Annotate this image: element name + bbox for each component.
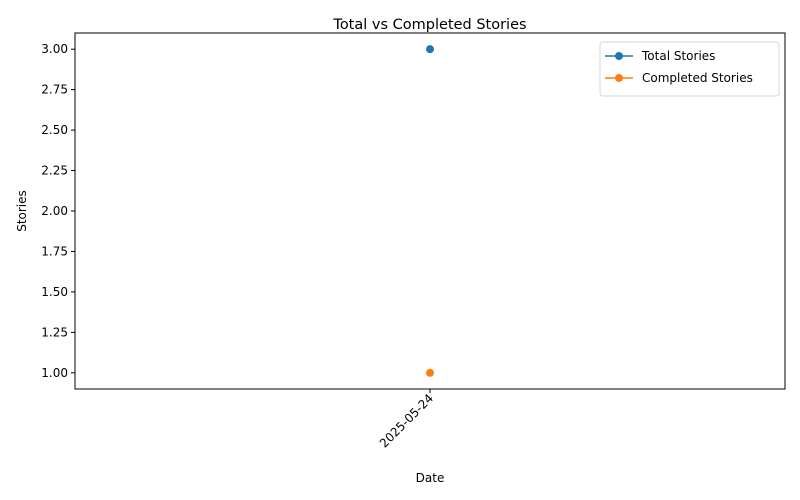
- y-tick-label: 2.00: [41, 204, 68, 218]
- series-layer: [426, 45, 434, 377]
- legend-marker: [615, 52, 623, 60]
- y-tick-label: 3.00: [41, 42, 68, 56]
- y-tick-label: 1.50: [41, 285, 68, 299]
- legend-frame: [599, 41, 780, 97]
- y-axis-label: Stories: [15, 190, 29, 232]
- legend-marker: [615, 74, 623, 82]
- data-point: [426, 45, 434, 54]
- x-axis: 2025-05-24: [377, 389, 436, 450]
- y-tick-label: 1.00: [41, 366, 68, 380]
- x-axis-label: Date: [416, 471, 445, 485]
- y-tick-label: 2.75: [41, 83, 68, 97]
- y-tick-label: 2.25: [41, 164, 68, 178]
- legend-label: Total Stories: [641, 49, 715, 63]
- y-tick-label: 2.50: [41, 123, 68, 137]
- chart-title: Total vs Completed Stories: [332, 17, 526, 33]
- y-tick-label: 1.75: [41, 244, 68, 258]
- x-tick-label: 2025-05-24: [377, 391, 436, 450]
- y-tick-label: 1.25: [41, 325, 68, 339]
- legend: Total Stories Completed Stories: [599, 41, 780, 97]
- y-axis: 1.00 1.25 1.50 1.75 2.00 2.25 2.50 2.75 3.00: [41, 42, 75, 380]
- legend-label: Completed Stories: [642, 71, 753, 85]
- data-point: [426, 368, 434, 377]
